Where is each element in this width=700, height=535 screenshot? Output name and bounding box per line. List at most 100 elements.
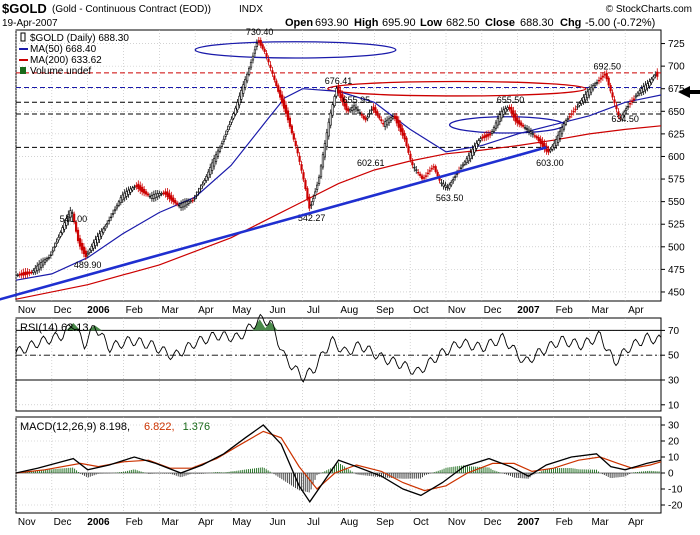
price-candle-body-68 (148, 195, 152, 198)
price-candle-body-3 (22, 272, 25, 276)
price-candle-body-102 (214, 154, 218, 162)
price-candle-body-317 (632, 98, 636, 100)
macd-x-axis-ticks: Nov Dec 2006 Feb Mar Apr May Jun Jul Aug Sep Oct Nov… (18, 517, 645, 528)
price-annotation-1: 676.41 (325, 76, 353, 86)
price-candle-body-108 (226, 129, 229, 132)
price-candle-body-241 (485, 134, 488, 138)
price-candle-body-208 (420, 175, 424, 179)
price-candle-body-139 (286, 110, 290, 121)
price-candle-body-12 (40, 262, 43, 268)
price-candle-body-318 (634, 95, 637, 98)
macd-ytick-label-5: 30 (668, 421, 680, 432)
price-candle-body-284 (568, 116, 571, 118)
price-candle-body-163 (333, 96, 336, 106)
price-candle-body-303 (605, 72, 608, 80)
price-annotation-10: 603.00 (536, 158, 564, 168)
price-candle-body-115 (240, 90, 243, 100)
price-candle-body-126 (261, 44, 264, 49)
price-candle-body-95 (201, 184, 204, 187)
support-trendline (0, 146, 547, 301)
price-candle-body-66 (144, 191, 148, 195)
price-candle-body-192 (389, 117, 393, 121)
price-candle-body-45 (104, 225, 107, 230)
price-candle-body-137 (282, 99, 286, 109)
copyright-label: © StockCharts.com (606, 4, 692, 15)
price-candle-body-314 (627, 106, 630, 108)
price-candle-body-135 (279, 89, 282, 98)
macd-legend: MACD(12,26,9) 8.198, 6.822, 1.376 (20, 421, 210, 433)
price-candle-body-310 (619, 117, 622, 119)
price-candle-body-56 (125, 191, 128, 197)
price-candle-body-50 (113, 209, 117, 212)
price-candle-body-134 (277, 85, 280, 92)
price-candle-body-237 (477, 140, 480, 145)
price-xtick-label-5: Apr (198, 305, 214, 316)
price-candle-body-294 (588, 89, 591, 96)
macd-xtick-label-11: Oct (413, 517, 429, 528)
macd-ytick-label-4: 20 (668, 437, 680, 448)
price-candle-body-74 (160, 193, 163, 195)
price-candle-body-101 (213, 158, 216, 167)
ma200-line (16, 125, 661, 300)
price-series (16, 36, 661, 300)
price-candle-body-49 (111, 213, 115, 215)
price-candle-body-116 (242, 84, 245, 94)
macd-series (15, 424, 662, 503)
price-candle-body-277 (555, 139, 558, 146)
price-candle-body-225 (454, 176, 457, 178)
price-annotation-7: 542.27 (298, 213, 326, 223)
price-candle-body-157 (321, 154, 325, 168)
price-candle-body-295 (590, 87, 593, 93)
chg-value: -5.00 (-0.72%) (585, 17, 655, 29)
price-candle-body-256 (514, 113, 517, 122)
price-candle-body-226 (455, 173, 459, 175)
price-candle-body-238 (479, 138, 482, 141)
price-ytick-label-5: 575 (668, 175, 685, 186)
price-candle-body-6 (28, 271, 31, 274)
price-candle-body-127 (263, 48, 266, 52)
macd-ytick-label-0: -20 (668, 501, 683, 512)
price-ytick-label-2: 500 (668, 242, 685, 253)
legend-label-1: MA(50) 668.40 (30, 44, 97, 55)
price-candle-body-252 (506, 107, 509, 110)
price-candle-body-76 (164, 191, 167, 195)
price-candle-body-65 (143, 188, 146, 194)
rsi-overbought-fill-0 (66, 322, 81, 331)
price-candle-body-305 (609, 85, 612, 92)
exchange-label: INDX (239, 4, 263, 15)
macd-xtick-label-0: Nov (18, 517, 36, 528)
price-candle-body-148 (304, 180, 307, 190)
open-label: Open (285, 17, 313, 29)
price-candle-body-190 (385, 119, 389, 126)
price-candle-body-132 (273, 75, 276, 80)
price-candle-body-117 (244, 79, 247, 88)
rsi-series (15, 313, 662, 383)
price-candle-body-167 (341, 94, 344, 103)
price-candle-body-288 (576, 106, 579, 108)
macd-legend-2: 1.376 (183, 421, 211, 433)
price-candle-body-209 (422, 177, 426, 179)
price-candle-body-230 (463, 161, 466, 165)
price-candle-body-103 (216, 150, 220, 157)
price-xtick-label-8: Jul (307, 305, 320, 316)
price-candle-body-67 (146, 193, 150, 196)
price-candle-body-94 (199, 187, 202, 190)
price-candle-body-188 (382, 122, 385, 125)
price-candle-body-259 (520, 122, 523, 126)
price-candle-body-97 (205, 176, 208, 181)
price-candle-body-328 (654, 74, 657, 76)
price-candle-body-175 (356, 109, 360, 111)
price-candle-body-41 (96, 236, 99, 244)
price-candle-body-35 (84, 250, 87, 258)
macd-xtick-label-4: Mar (161, 517, 179, 528)
price-candle-body-38 (90, 246, 93, 251)
rsi-overbought-fill-2 (252, 319, 267, 331)
price-candle-body-91 (193, 198, 196, 200)
price-candle-body-31 (76, 229, 80, 242)
price-candle-body-19 (53, 246, 56, 248)
price-candle-body-327 (652, 76, 655, 80)
rsi-title: RSI(14) 62.13 (20, 322, 88, 334)
price-candle-body-301 (601, 75, 604, 78)
